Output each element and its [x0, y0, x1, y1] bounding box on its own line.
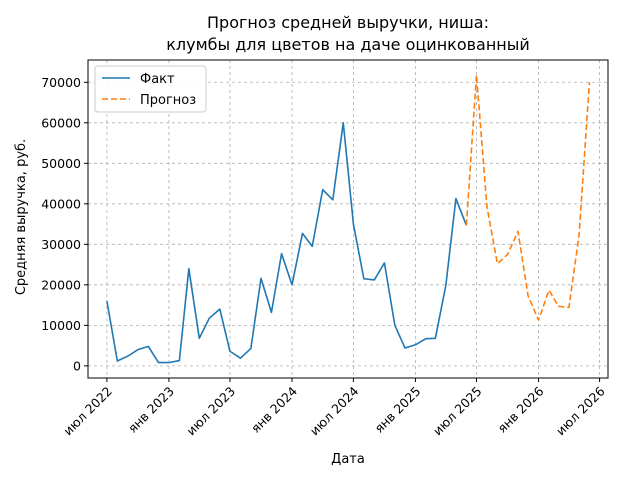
- chart-title: Прогноз средней выручки, ниша: клумбы дл…: [166, 13, 530, 54]
- y-tick-label: 40000: [41, 196, 81, 211]
- y-tick-label: 10000: [41, 318, 81, 333]
- y-tick-label: 0: [73, 358, 81, 373]
- x-tick-label: июл 2022: [60, 384, 115, 439]
- x-tick-label: янв 2025: [371, 384, 423, 436]
- x-axis: июл 2022 янв 2023 июл 2023 янв 2024 июл 2024…: [60, 378, 608, 439]
- series-layer: [106, 74, 591, 364]
- legend-label: Факт: [140, 72, 175, 87]
- legend: Факт Прогноз: [94, 65, 207, 113]
- x-axis-label: Дата: [331, 452, 365, 467]
- series-line-forecast: [465, 74, 591, 321]
- y-tick-label: 30000: [41, 237, 81, 252]
- chart-title-line-1: Прогноз средней выручки, ниша:: [207, 13, 489, 32]
- series-line-actual: [106, 121, 468, 364]
- y-tick-label: 70000: [41, 75, 81, 90]
- y-axis-label: Средняя выручка, руб.: [14, 139, 29, 295]
- legend-label: Прогноз: [140, 93, 196, 108]
- y-tick-label: 20000: [41, 277, 81, 292]
- x-tick-label: янв 2023: [125, 384, 177, 436]
- x-tick-label: янв 2024: [248, 383, 300, 435]
- x-tick-label: июл 2023: [183, 384, 238, 439]
- plot-area: [87, 59, 609, 379]
- x-tick-label: янв 2026: [494, 383, 546, 435]
- x-tick-label: июл 2024: [307, 383, 362, 438]
- x-tick-label: июл 2025: [430, 384, 485, 439]
- y-tick-label: 60000: [41, 115, 81, 130]
- y-tick-label: 50000: [41, 156, 81, 171]
- x-tick-label: июл 2026: [553, 383, 608, 438]
- chart-title-line-2: клумбы для цветов на даче оцинкованный: [166, 35, 530, 54]
- y-axis: 0 10000 20000 30000 40000 50000 60000 70000: [41, 75, 88, 373]
